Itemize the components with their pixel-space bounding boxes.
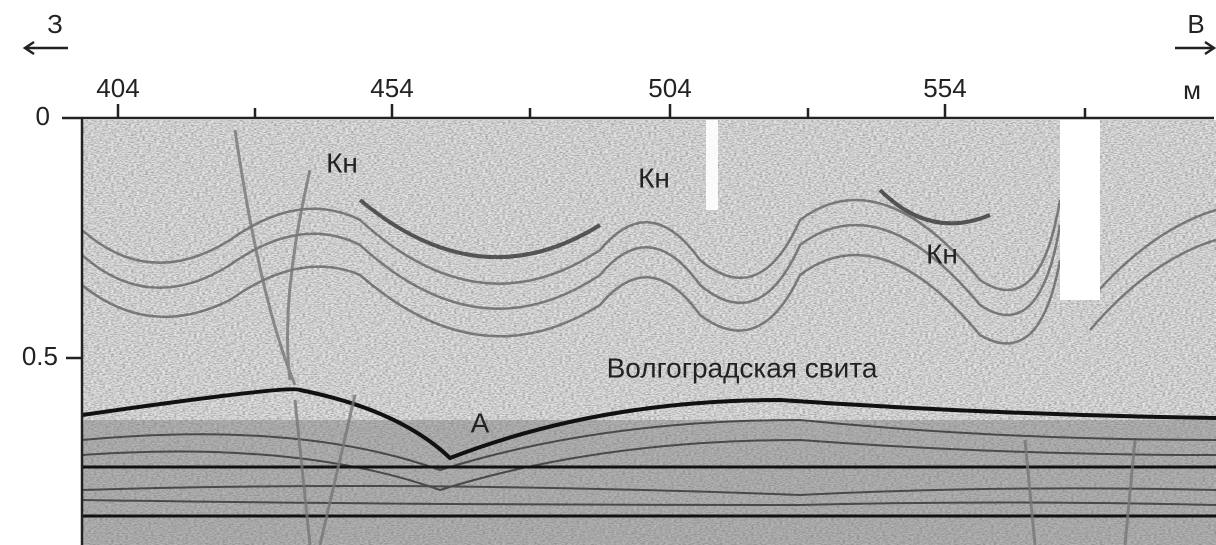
x-tick-label: 554 bbox=[923, 73, 966, 103]
seismic-section: З В 404 454 504 554 м 0 0.5 Кн Кн Кн Вол… bbox=[0, 0, 1216, 545]
annotation: Кн bbox=[926, 238, 958, 269]
y-tick-label: 0 bbox=[36, 101, 50, 131]
x-unit: м bbox=[1183, 75, 1201, 105]
east-label: В bbox=[1187, 9, 1204, 39]
annotation: Кн bbox=[638, 162, 670, 193]
y-tick-label: 0.5 bbox=[22, 341, 58, 371]
x-tick-label: 404 bbox=[96, 73, 139, 103]
west-label: З bbox=[47, 9, 63, 39]
horizon-label: A bbox=[471, 407, 490, 438]
x-tick-label: 504 bbox=[648, 73, 691, 103]
annotation: Кн bbox=[326, 147, 358, 178]
formation-label: Волгоградская свита bbox=[607, 352, 878, 383]
x-tick-label: 454 bbox=[370, 73, 413, 103]
